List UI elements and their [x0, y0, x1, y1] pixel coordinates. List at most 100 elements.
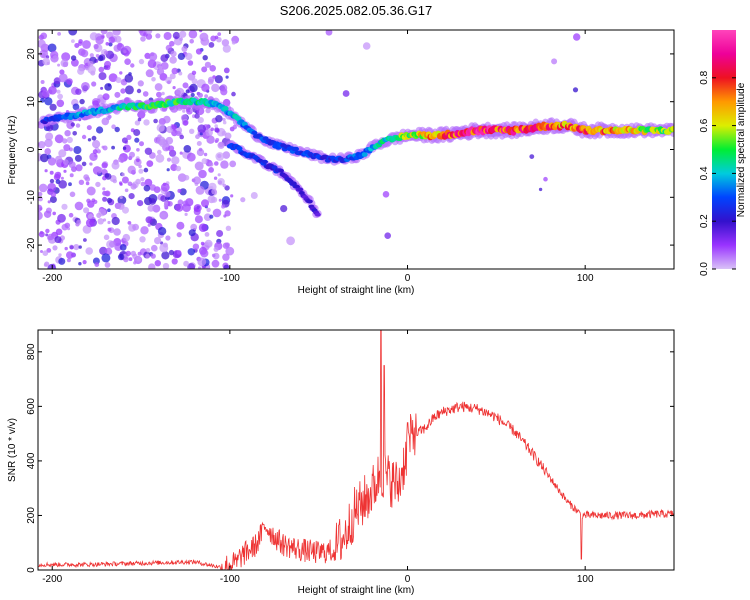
noise-blob: [109, 240, 116, 248]
noise-blob: [123, 50, 127, 54]
noise-blob: [280, 205, 288, 213]
noise-blob: [40, 153, 49, 163]
noise-blob: [46, 248, 52, 253]
colorbar-tick-label: 0.6: [699, 118, 710, 132]
noise-blob: [81, 161, 87, 167]
noise-blob: [149, 184, 156, 191]
noise-blob: [124, 188, 129, 193]
noise-blob: [79, 98, 85, 105]
noise-blob: [384, 232, 392, 239]
noise-blob: [153, 118, 158, 124]
noise-blob: [160, 126, 164, 131]
noise-blob: [171, 156, 180, 165]
noise-blob: [61, 138, 68, 144]
noise-blob: [66, 136, 73, 144]
noise-blob: [102, 187, 106, 191]
noise-blob: [140, 36, 146, 42]
noise-blob: [138, 30, 144, 34]
spectrogram-y-tick-label: 20: [26, 48, 37, 60]
noise-blob: [107, 83, 111, 87]
noise-blob: [222, 44, 231, 53]
noise-blob: [114, 126, 120, 133]
noise-blob: [140, 181, 146, 187]
spectrogram-x-tick-label: 100: [577, 273, 594, 284]
noise-blob: [156, 91, 162, 98]
noise-blob: [85, 247, 93, 255]
noise-blob: [573, 33, 581, 41]
noise-blob: [137, 251, 142, 256]
noise-blob: [74, 62, 79, 67]
noise-blob: [188, 30, 198, 39]
noise-blob: [91, 135, 97, 141]
noise-blob: [148, 263, 156, 269]
noise-blob: [143, 184, 151, 192]
noise-blob: [194, 215, 203, 224]
noise-blob: [201, 83, 210, 93]
noise-blob: [127, 165, 136, 174]
noise-blob: [342, 90, 350, 97]
noise-blob: [231, 91, 236, 97]
noise-blob: [103, 234, 110, 241]
noise-blob: [217, 173, 221, 177]
noise-blob: [119, 71, 123, 75]
noise-blob: [190, 92, 195, 98]
noise-blob: [172, 86, 176, 90]
noise-blob: [175, 165, 182, 172]
noise-blob: [213, 246, 219, 252]
noise-blob: [104, 262, 111, 268]
noise-blob: [207, 242, 212, 247]
noise-blob: [113, 228, 121, 236]
noise-blob: [108, 36, 116, 44]
noise-blob: [230, 194, 234, 198]
noise-blob: [209, 214, 214, 219]
noise-blob: [201, 66, 208, 73]
noise-blob: [197, 117, 204, 124]
noise-blob: [201, 158, 208, 165]
noise-blob: [95, 54, 100, 58]
main-ridge-core: [361, 152, 368, 157]
noise-blob: [64, 130, 71, 137]
noise-blob: [214, 161, 219, 166]
noise-blob: [143, 119, 150, 126]
noise-blob: [49, 196, 57, 203]
noise-blob: [56, 89, 61, 94]
noise-blob: [69, 191, 76, 198]
noise-blob: [99, 246, 108, 255]
noise-blob: [197, 257, 207, 267]
noise-blob: [171, 124, 178, 130]
noise-blob: [200, 249, 209, 258]
noise-blob: [111, 124, 116, 129]
noise-blob: [45, 55, 50, 59]
spectrogram-x-tick-label: -100: [220, 273, 240, 284]
descending-branch-core: [271, 165, 278, 170]
noise-blob: [204, 61, 211, 68]
noise-blob: [57, 63, 61, 67]
noise-blob: [69, 173, 74, 178]
snr-x-label: Height of straight line (km): [298, 585, 415, 596]
noise-blob: [145, 216, 153, 224]
noise-blob: [152, 204, 161, 213]
snr-plot-area: [38, 330, 674, 570]
noise-blob: [173, 37, 183, 46]
noise-blob: [215, 115, 223, 123]
noise-blob: [87, 60, 94, 67]
noise-blob: [169, 40, 175, 47]
noise-blob: [49, 178, 55, 184]
noise-blob: [212, 208, 222, 218]
noise-blob: [53, 173, 61, 181]
noise-blob: [157, 149, 162, 155]
noise-blob: [215, 152, 225, 161]
noise-blob: [134, 120, 141, 126]
noise-blob: [38, 191, 43, 197]
noise-blob: [120, 88, 126, 94]
noise-blob: [198, 147, 203, 152]
noise-blob: [214, 75, 223, 84]
noise-blob: [123, 256, 129, 263]
noise-blob: [161, 91, 165, 96]
noise-blob: [60, 176, 64, 180]
noise-blob: [47, 43, 57, 53]
noise-blob: [218, 180, 222, 185]
noise-blob: [325, 30, 333, 36]
noise-blob: [218, 198, 222, 202]
noise-blob: [177, 199, 184, 205]
